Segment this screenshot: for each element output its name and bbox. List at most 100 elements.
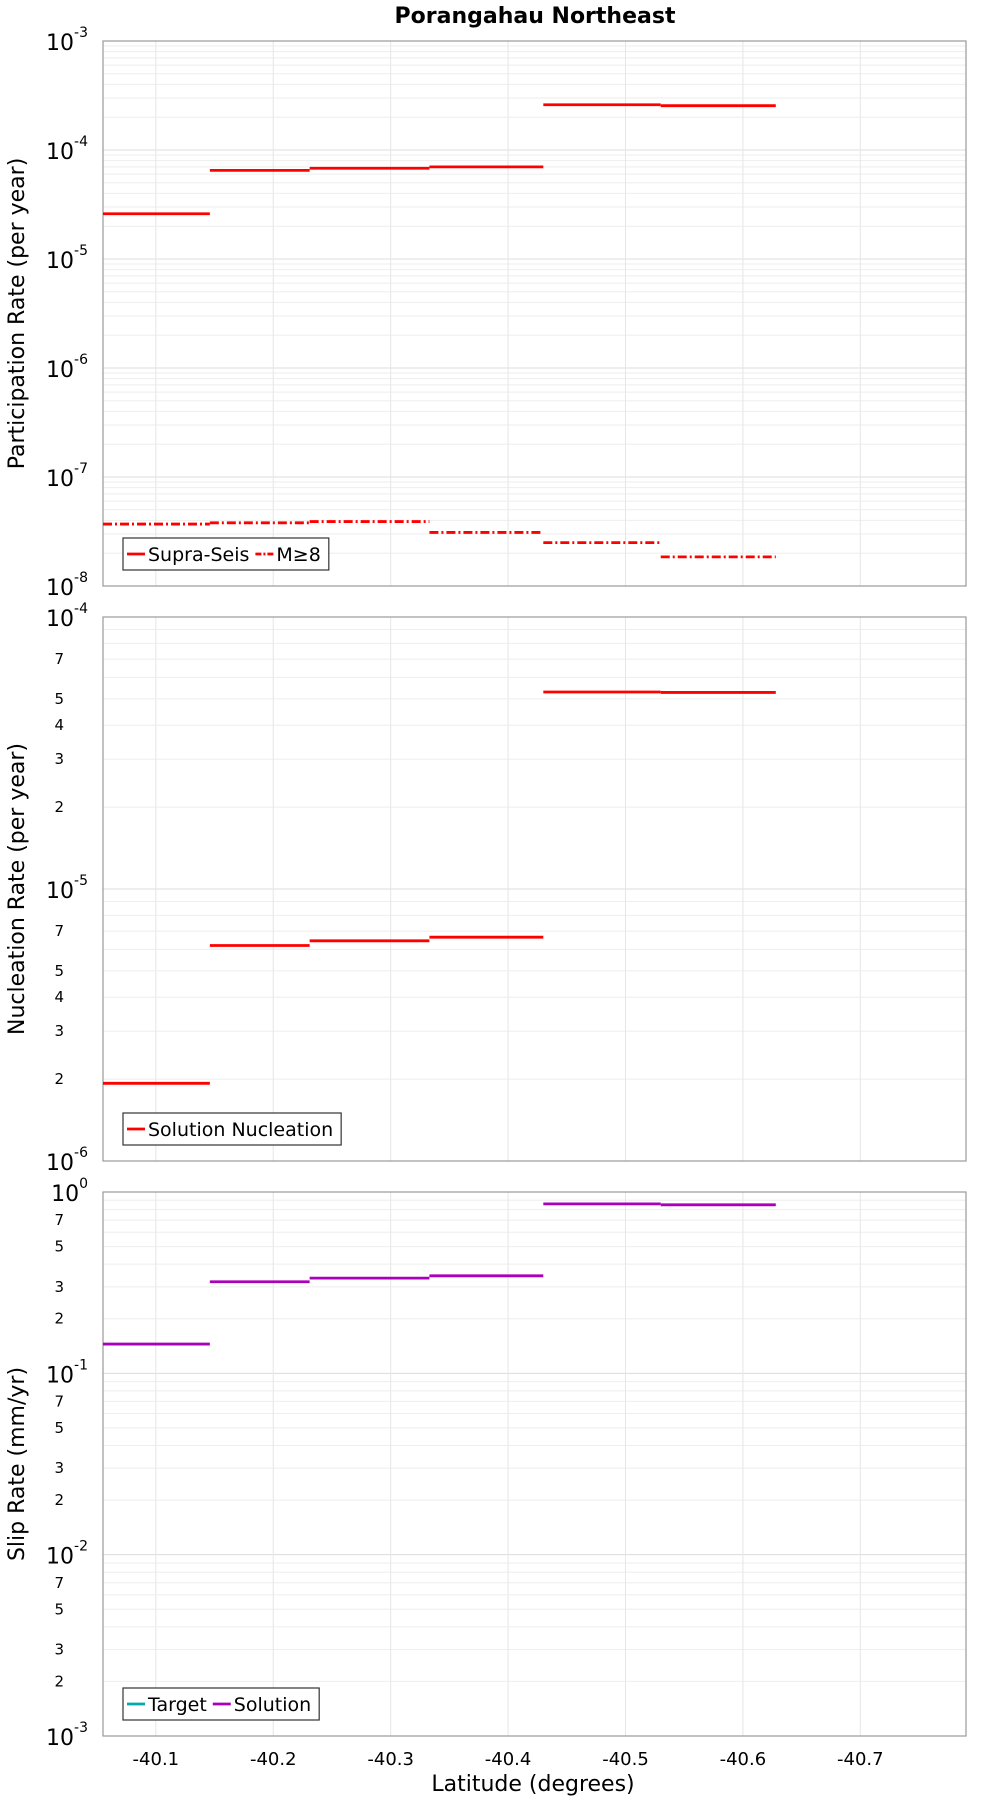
y-minor-tick-label: 2 (54, 1070, 64, 1088)
x-tick-label: -40.5 (602, 1749, 649, 1770)
legend-box (122, 537, 330, 571)
y-tick-label: 10-4 (46, 601, 88, 632)
y-tick-exponent: -8 (74, 570, 88, 586)
y-minor-tick-label: 3 (54, 1459, 64, 1477)
legend-label: Solution (234, 1694, 311, 1716)
y-tick-label: 10-3 (46, 1720, 88, 1751)
y-tick-exponent: -5 (74, 873, 88, 889)
y-minor-tick-label: 3 (54, 1278, 64, 1296)
y-minor-tick-label: 3 (54, 750, 64, 768)
plot-frame (102, 1191, 967, 1737)
y-tick-base: 10 (46, 576, 74, 601)
y-tick-label: 100 (51, 1176, 88, 1207)
x-tick-label: -40.2 (250, 1749, 297, 1770)
y-tick-base: 10 (46, 1363, 74, 1388)
plot-frame (102, 40, 967, 587)
y-tick-exponent: -6 (74, 352, 88, 368)
y-minor-tick-label: 7 (54, 922, 64, 940)
y-tick-base: 10 (46, 31, 74, 56)
y-minor-tick-label: 5 (54, 1419, 64, 1437)
y-tick-base: 10 (46, 1545, 74, 1570)
y-minor-tick-label: 5 (54, 962, 64, 980)
y-axis-title: Slip Rate (mm/yr) (5, 1367, 30, 1561)
legend: Target Solution (122, 1687, 320, 1721)
legend-label: M≥8 (276, 544, 320, 566)
y-minor-tick-label: 2 (54, 798, 64, 816)
y-tick-label: 10-2 (46, 1539, 88, 1570)
y-tick-exponent: -7 (74, 461, 88, 477)
y-minor-tick-label: 7 (54, 1392, 64, 1410)
y-tick-exponent: 0 (79, 1176, 88, 1192)
y-axis-title: Participation Rate (per year) (5, 158, 30, 470)
y-tick-exponent: -3 (74, 1720, 88, 1736)
y-minor-tick-label: 7 (54, 1574, 64, 1592)
legend: Solution Nucleation (122, 1112, 342, 1146)
y-axis-title: Nucleation Rate (per year) (5, 743, 30, 1035)
x-tick-label: -40.6 (720, 1749, 767, 1770)
y-minor-tick-label: 4 (54, 988, 64, 1006)
y-minor-tick-label: 3 (54, 1640, 64, 1658)
series-m-8 (103, 520, 776, 559)
y-minor-tick-label: 7 (54, 1211, 64, 1229)
y-tick-label: 10-4 (46, 134, 88, 165)
legend-box (122, 1112, 342, 1146)
y-tick-base: 10 (46, 358, 74, 383)
y-tick-exponent: -4 (74, 601, 88, 617)
y-tick-label: 10-8 (46, 570, 88, 601)
y-tick-base: 10 (46, 607, 74, 632)
y-tick-base: 10 (51, 1182, 79, 1207)
y-tick-label: 10-7 (46, 461, 88, 492)
x-axis-title: Latitude (degrees) (431, 1772, 634, 1797)
x-tick-label: -40.4 (485, 1749, 532, 1770)
y-tick-label: 10-5 (46, 243, 88, 274)
y-tick-exponent: -6 (74, 1145, 88, 1161)
y-minor-tick-label: 4 (54, 716, 64, 734)
x-tick-label: -40.3 (367, 1749, 414, 1770)
y-minor-tick-label: 3 (54, 1022, 64, 1040)
gridlines (103, 41, 966, 587)
series-solution-nucleation (103, 690, 776, 1085)
y-tick-base: 10 (46, 467, 74, 492)
plot-area (103, 1192, 966, 1736)
y-tick-base: 10 (46, 879, 74, 904)
y-minor-tick-label: 2 (54, 1310, 64, 1328)
y-tick-label: 10-1 (46, 1357, 88, 1388)
x-tick-label: -40.7 (837, 1749, 884, 1770)
y-tick-label: 10-6 (46, 352, 88, 383)
legend-label: Solution Nucleation (148, 1119, 333, 1141)
y-tick-base: 10 (46, 249, 74, 274)
legend-label: Supra-Seis (148, 544, 249, 566)
y-tick-label: 10-3 (46, 25, 88, 56)
x-tick-label: -40.1 (133, 1749, 180, 1770)
plot-frame (102, 616, 967, 1162)
y-minor-tick-label: 5 (54, 1600, 64, 1618)
chart-title: Porangahau Northeast (395, 4, 676, 29)
y-tick-label: 10-6 (46, 1145, 88, 1176)
gridlines (103, 617, 966, 1162)
y-minor-tick-label: 7 (54, 650, 64, 668)
plot-area (103, 41, 966, 586)
y-minor-tick-label: 2 (54, 1491, 64, 1509)
y-tick-base: 10 (46, 1151, 74, 1176)
y-tick-base: 10 (46, 140, 74, 165)
y-minor-tick-label: 5 (54, 1238, 64, 1256)
y-tick-base: 10 (46, 1726, 74, 1751)
series-solution (103, 1202, 776, 1346)
y-minor-tick-label: 2 (54, 1672, 64, 1690)
y-minor-tick-label: 5 (54, 690, 64, 708)
y-tick-exponent: -2 (74, 1539, 88, 1555)
x-axis-ticks: -40.1 -40.2 -40.3 -40.4 -40.5 -40.6 -40.7 (133, 1749, 884, 1770)
legend: Supra-Seis M≥8 (122, 537, 330, 571)
series-supra-seis (103, 103, 776, 216)
legend-label: Target (147, 1694, 207, 1716)
y-tick-exponent: -1 (74, 1357, 88, 1373)
y-tick-label: 10-5 (46, 873, 88, 904)
y-tick-exponent: -3 (74, 25, 88, 41)
y-tick-exponent: -4 (74, 134, 88, 150)
y-tick-exponent: -5 (74, 243, 88, 259)
